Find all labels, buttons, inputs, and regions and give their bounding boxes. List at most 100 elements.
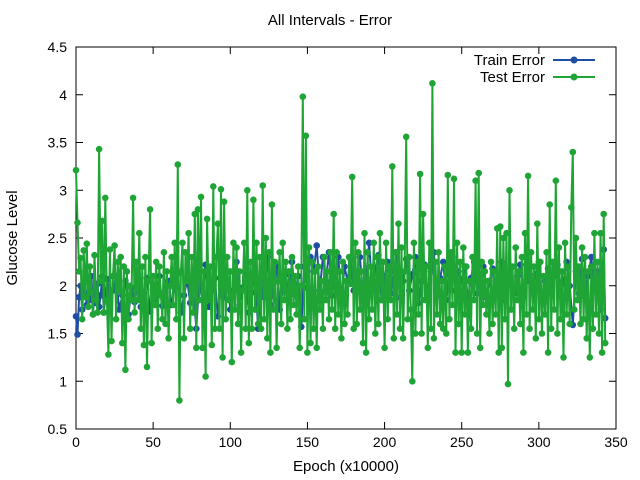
data-point [146, 206, 154, 213]
data-point [429, 80, 436, 87]
data-point [464, 349, 472, 356]
data-point [267, 349, 274, 356]
legend-label: Train Error [474, 52, 545, 69]
data-point [378, 296, 385, 304]
data-point [365, 239, 373, 247]
data-point [478, 258, 486, 266]
data-point [446, 315, 453, 323]
data-point [186, 325, 194, 333]
data-point [598, 349, 606, 356]
data-point [589, 325, 597, 333]
data-point [376, 229, 384, 237]
data-point [188, 253, 195, 261]
data-point [296, 344, 304, 352]
data-point [427, 325, 435, 333]
data-point [359, 339, 367, 347]
data-point [355, 249, 362, 256]
data-point [307, 339, 314, 347]
data-point [324, 268, 331, 275]
y-tick-label: 1.5 [48, 326, 68, 342]
data-point [520, 349, 527, 356]
data-point [282, 258, 290, 266]
data-point [308, 258, 316, 266]
data-point [336, 268, 344, 275]
data-point [495, 349, 503, 356]
data-point [151, 301, 158, 309]
data-point [564, 263, 572, 270]
data-point [436, 320, 444, 328]
data-point [419, 210, 427, 218]
data-point [475, 169, 483, 177]
data-point [463, 263, 470, 270]
data-point [95, 145, 103, 153]
data-point [316, 306, 324, 313]
data-point [563, 311, 570, 318]
data-point [460, 244, 467, 251]
data-point [416, 170, 424, 178]
data-point [577, 320, 584, 328]
data-point [200, 268, 208, 275]
data-point [234, 320, 242, 328]
data-point [356, 306, 364, 313]
data-point [554, 330, 561, 337]
data-point [174, 161, 182, 168]
data-point [538, 330, 546, 337]
data-point [298, 282, 305, 290]
data-point [214, 220, 222, 227]
data-point [455, 320, 462, 328]
data-point [480, 301, 487, 309]
data-point [345, 253, 353, 261]
data-point [254, 320, 262, 328]
data-point [206, 263, 214, 270]
data-point [396, 325, 404, 333]
data-point [248, 325, 256, 333]
data-point [430, 335, 438, 342]
data-point [197, 193, 205, 201]
data-point [379, 258, 387, 266]
series-line [75, 82, 607, 402]
data-point [472, 177, 479, 184]
data-point [179, 239, 186, 247]
data-point [389, 163, 396, 170]
data-point [535, 315, 543, 323]
data-point [484, 277, 492, 285]
y-axis: 0.5 1 1.5 2 2.5 3 3.5 4 4.5 [48, 39, 616, 437]
data-point [122, 366, 129, 374]
data-point [541, 311, 549, 318]
data-point [318, 277, 325, 285]
data-point [290, 301, 297, 309]
data-point [588, 263, 595, 270]
data-point [335, 311, 342, 318]
y-axis-title: Glucose Level [4, 190, 21, 285]
data-point [347, 280, 354, 288]
data-point [492, 311, 500, 318]
data-point [510, 325, 518, 333]
data-point [160, 249, 168, 256]
data-point [100, 309, 108, 316]
data-point [392, 249, 399, 256]
data-point [486, 330, 493, 337]
data-point [268, 201, 276, 208]
data-point [213, 253, 220, 261]
data-point [467, 325, 475, 333]
data-point [584, 268, 592, 275]
data-point [270, 306, 277, 313]
data-point [348, 173, 356, 181]
data-point [375, 320, 382, 328]
data-point [285, 268, 293, 275]
data-point [106, 246, 114, 253]
data-point [140, 341, 148, 349]
data-point [384, 315, 392, 323]
data-point [364, 249, 371, 256]
data-point [597, 229, 604, 237]
data-point [223, 253, 231, 261]
data-point [399, 335, 407, 342]
data-point [381, 344, 388, 352]
data-point [191, 210, 199, 218]
data-point [358, 268, 365, 275]
data-point [244, 187, 251, 194]
data-point [260, 315, 268, 323]
data-point [105, 351, 112, 358]
x-tick-label: 250 [450, 434, 474, 450]
data-point [435, 249, 442, 256]
